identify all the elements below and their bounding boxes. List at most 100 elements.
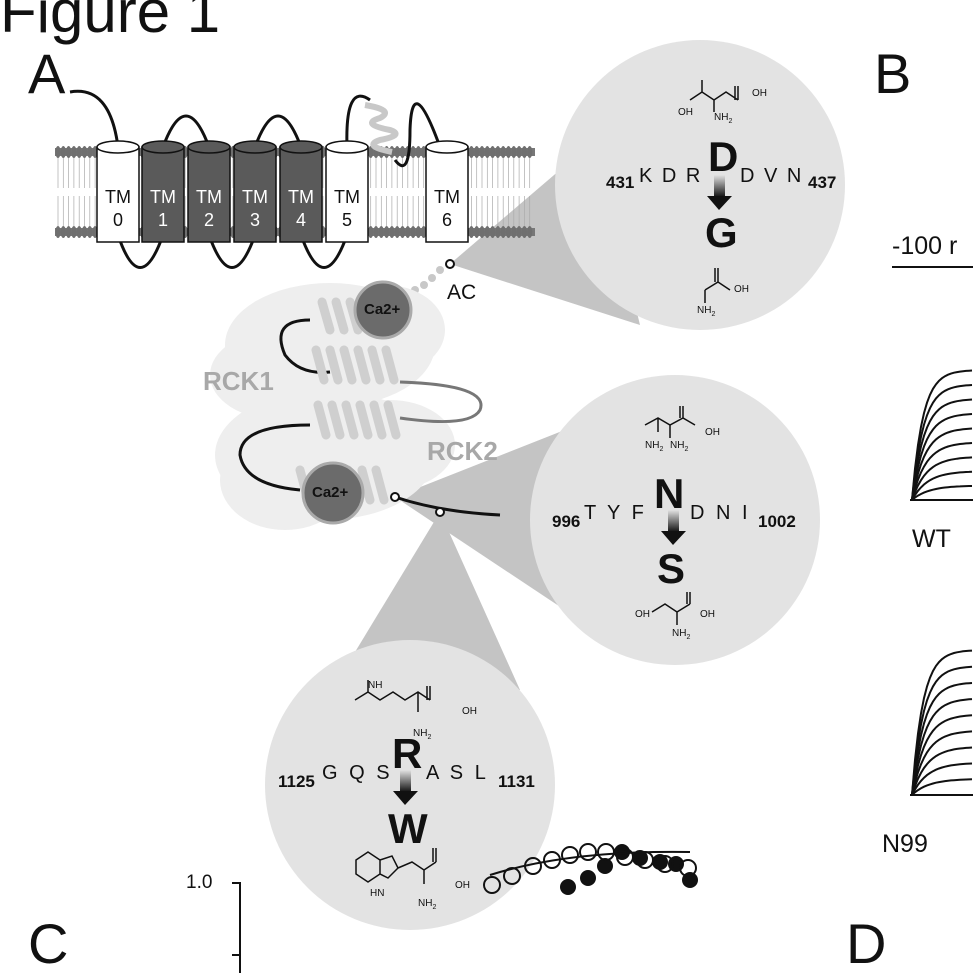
tm-helix-top: [425, 140, 469, 154]
lipid-head: [516, 146, 522, 158]
chem-nh: NH: [413, 728, 428, 739]
panel-c-data-points: [483, 843, 698, 895]
rck1-label: RCK1: [203, 366, 274, 396]
current-trace: [911, 398, 973, 501]
lipid-head: [484, 226, 490, 238]
lipid-head: [55, 226, 61, 238]
tm-label-text: TM: [150, 187, 176, 207]
d434g-wt-residue: D: [708, 133, 739, 180]
data-point-open: [597, 843, 615, 861]
current-trace: [911, 730, 973, 796]
tm-label-text: TM: [242, 187, 268, 207]
chem-label-oh-4: OH: [705, 427, 720, 438]
loop-tm2-tm3: [207, 234, 257, 269]
lipid-head: [511, 226, 517, 238]
arrow-head-d434g: [707, 196, 732, 210]
n999-site-marker: [390, 492, 400, 502]
pore-helix: [364, 102, 399, 155]
current-trace: [911, 682, 973, 796]
lipid-head: [399, 226, 406, 238]
r1128w-end: 1131: [498, 772, 535, 791]
tm-label-text: TM: [334, 187, 360, 207]
n999s-after: D N I: [690, 502, 751, 524]
r1128-site-marker: [435, 507, 445, 517]
chem-label-nh2-12: NH2: [418, 898, 436, 911]
panel-label-b: B: [874, 42, 912, 105]
tm-label-number: 5: [341, 210, 352, 230]
chem-label-nh2-2: NH2: [697, 305, 715, 318]
d434g-end: 437: [808, 173, 837, 192]
current-trace: [911, 470, 973, 501]
lipid-head: [527, 146, 533, 158]
current-trace: [911, 665, 973, 796]
chem-nh: NH: [714, 112, 729, 123]
lipid-head: [490, 226, 496, 238]
calcium-label-1: Ca2+: [364, 301, 401, 318]
lipid-head: [505, 226, 512, 238]
tm-helix-top: [325, 140, 369, 154]
calcium-label-2: Ca2+: [312, 484, 349, 501]
lipid-head: [527, 226, 533, 238]
chem-label-nh-8: NH: [368, 680, 383, 691]
tm-label-number: 2: [203, 210, 214, 230]
tm-helix: [279, 146, 323, 243]
lipid-head: [66, 146, 72, 158]
current-trace: [911, 649, 973, 796]
current-trace: [911, 384, 973, 501]
chem-nh: NH: [697, 305, 712, 316]
current-trace: [911, 778, 973, 796]
arrow-shaft-d434g: [714, 175, 725, 197]
tm-label: TM 3: [234, 186, 276, 232]
chem-sub: 2: [659, 446, 664, 453]
current-trace: [911, 413, 973, 501]
tm-label: TM 5: [326, 186, 368, 232]
loop-tm0-tm1: [116, 234, 165, 269]
r1128w-mutant-residue: W: [388, 805, 428, 852]
tm-label-text: TM: [288, 187, 314, 207]
r1128w-start: 1125: [278, 772, 315, 791]
data-point-filled: [580, 870, 596, 886]
r1128w-after: A S L: [426, 762, 489, 784]
current-trace: [911, 698, 973, 796]
tm-label-number: 6: [441, 210, 452, 230]
chem-label-nh2-9: NH2: [413, 728, 431, 741]
lipid-head: [384, 226, 390, 238]
lipid-head: [368, 146, 374, 158]
chem-sub: 2: [432, 904, 437, 911]
loop-s0-tm6: [393, 102, 442, 168]
lipid-head: [415, 146, 421, 158]
chem-label-oh-1: OH: [752, 88, 767, 99]
chem-nh: NH: [672, 628, 687, 639]
data-point-open: [483, 876, 501, 894]
chem-label-oh-5: OH: [700, 609, 715, 620]
tm-label: TM 1: [142, 186, 184, 232]
lipid-head: [500, 146, 506, 158]
arrow-head-n999s: [661, 531, 686, 545]
r1128w-sequence: 1125 G Q S R A S L 1131: [278, 730, 548, 791]
glycine-structure: [704, 268, 731, 303]
d434g-mutant-residue: G: [705, 209, 738, 256]
rck-backbone-1: [279, 318, 331, 374]
data-point-open: [579, 843, 597, 861]
data-point-filled: [652, 854, 668, 870]
lipid-head: [521, 146, 528, 158]
tm-label-number: 1: [157, 210, 168, 230]
d434g-sequence: 431 K D R D D V N 437: [606, 133, 846, 193]
tm-label-text: TM: [434, 187, 460, 207]
data-point-open: [679, 859, 697, 877]
chem-label-ho-6: OH: [635, 609, 650, 620]
lipid-head: [415, 226, 421, 238]
tm-helix: [141, 146, 185, 243]
panel-label-c: C: [28, 912, 69, 975]
lipid-head: [421, 146, 427, 158]
tm-label-text: TM: [196, 187, 222, 207]
current-trace: [911, 456, 973, 501]
chem-sub: 2: [684, 446, 689, 453]
data-point-open: [656, 855, 674, 873]
chem-label-oh-3: OH: [734, 284, 749, 295]
lipid-head: [394, 146, 400, 158]
lipid-head: [495, 146, 501, 158]
tm-helix-top: [233, 140, 277, 154]
n999s-end: 1002: [758, 512, 796, 531]
chem-label-nh2-5: NH2: [672, 628, 690, 641]
